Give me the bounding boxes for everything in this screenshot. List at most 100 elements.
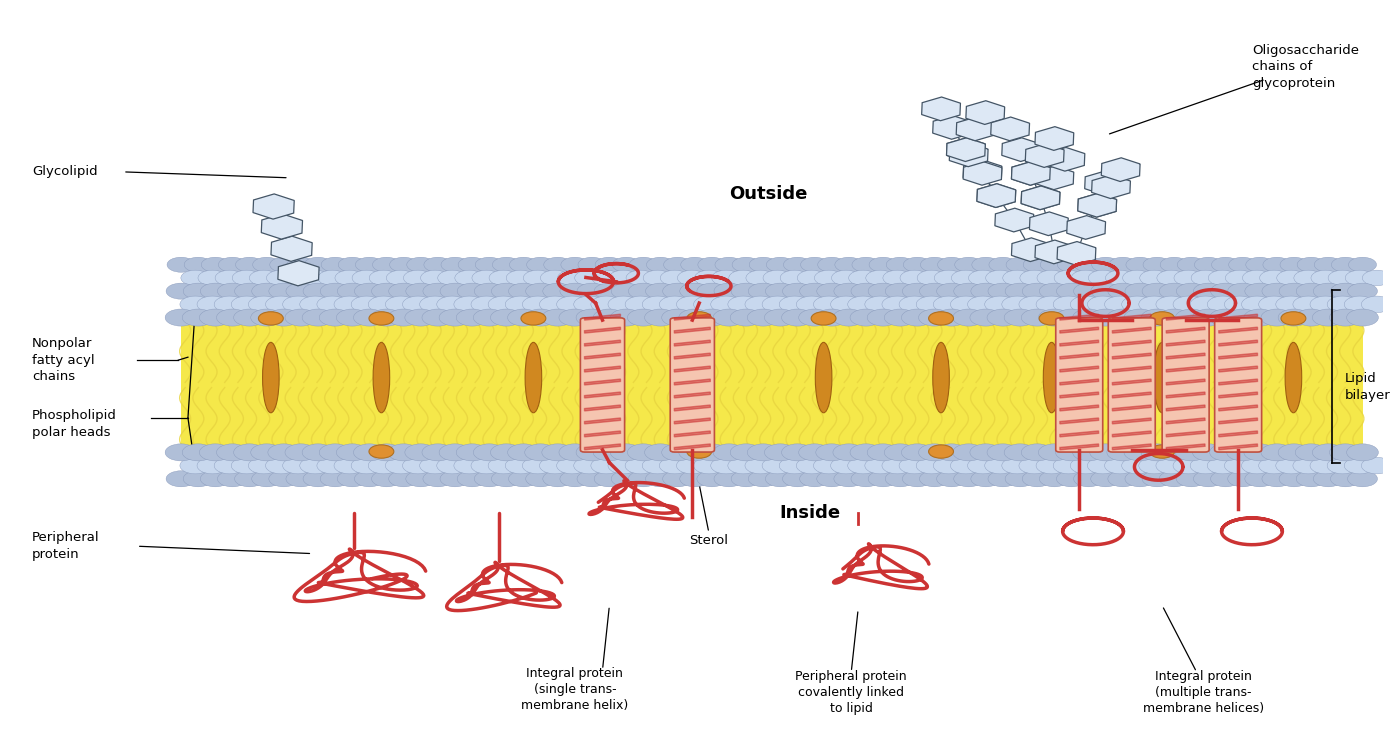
Circle shape [1211,471,1240,487]
Circle shape [987,309,1019,326]
Polygon shape [1219,392,1257,398]
Circle shape [1149,445,1175,458]
Circle shape [199,444,231,461]
Circle shape [867,309,899,326]
Circle shape [1124,444,1156,461]
Text: Oligosaccharide
chains of
glycoprotein: Oligosaccharide chains of glycoprotein [1252,44,1359,89]
Circle shape [231,296,262,312]
Circle shape [850,309,882,326]
Circle shape [644,444,676,461]
Circle shape [218,257,246,272]
Circle shape [918,309,951,326]
Circle shape [731,471,762,487]
Polygon shape [1166,431,1205,437]
Polygon shape [1219,405,1257,411]
Circle shape [612,257,640,272]
Polygon shape [1060,314,1099,320]
Polygon shape [1002,138,1040,161]
Circle shape [900,270,930,286]
Polygon shape [675,379,710,385]
Circle shape [1005,471,1035,487]
FancyBboxPatch shape [1109,318,1155,452]
Circle shape [811,312,836,325]
Circle shape [1176,309,1207,326]
Circle shape [407,257,435,272]
Circle shape [319,309,351,326]
Circle shape [199,309,231,326]
Polygon shape [585,392,620,398]
Circle shape [1310,296,1341,312]
Circle shape [988,283,1018,299]
Circle shape [353,270,381,286]
Circle shape [267,309,300,326]
Circle shape [304,257,332,272]
Circle shape [543,257,571,272]
Circle shape [748,444,780,461]
Circle shape [1348,257,1376,272]
Circle shape [231,458,262,474]
Circle shape [183,471,213,487]
Circle shape [988,257,1016,272]
Circle shape [715,257,743,272]
Circle shape [336,444,368,461]
Circle shape [899,296,930,312]
Circle shape [934,270,963,286]
Circle shape [1294,296,1324,312]
Circle shape [1159,283,1189,299]
Circle shape [302,444,335,461]
Circle shape [1156,296,1187,312]
Circle shape [748,283,778,299]
Polygon shape [1166,353,1205,359]
Circle shape [987,444,1019,461]
Circle shape [232,270,262,286]
Circle shape [266,458,297,474]
Circle shape [1280,257,1308,272]
Circle shape [1176,283,1207,299]
Circle shape [560,471,589,487]
Circle shape [886,257,914,272]
Circle shape [491,471,521,487]
FancyBboxPatch shape [1056,318,1103,452]
Circle shape [235,257,263,272]
Circle shape [798,309,830,326]
Circle shape [472,270,501,286]
Circle shape [626,458,657,474]
Polygon shape [1060,366,1099,372]
FancyBboxPatch shape [581,318,624,452]
Circle shape [337,283,367,299]
Circle shape [799,471,830,487]
Circle shape [1310,458,1341,474]
Ellipse shape [1285,342,1302,413]
Circle shape [1158,444,1190,461]
Circle shape [676,458,707,474]
Polygon shape [675,392,710,398]
Circle shape [1348,471,1378,487]
Circle shape [1280,283,1309,299]
Polygon shape [1166,444,1205,450]
Circle shape [249,270,279,286]
Circle shape [629,283,658,299]
Polygon shape [675,327,710,333]
Circle shape [920,257,948,272]
Circle shape [696,309,728,326]
Circle shape [833,309,865,326]
Circle shape [748,309,780,326]
Circle shape [234,309,266,326]
Circle shape [336,309,368,326]
Polygon shape [1166,418,1205,424]
Circle shape [1361,296,1392,312]
Text: Sterol: Sterol [689,534,728,548]
Circle shape [766,257,794,272]
Circle shape [300,458,330,474]
Circle shape [1138,296,1169,312]
Circle shape [197,296,228,312]
Circle shape [594,309,624,326]
Polygon shape [1219,327,1257,333]
Circle shape [316,296,347,312]
Circle shape [1173,296,1204,312]
Circle shape [608,458,638,474]
Circle shape [1208,270,1238,286]
Polygon shape [1060,379,1099,385]
Circle shape [1056,309,1088,326]
Circle shape [869,257,897,272]
